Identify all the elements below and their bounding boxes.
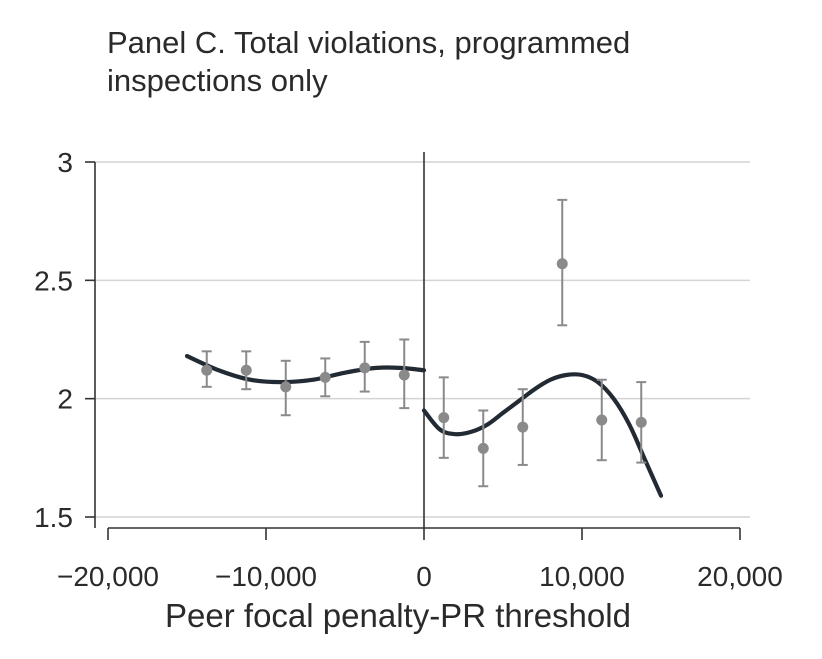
data-point bbox=[477, 442, 489, 454]
gridlines bbox=[95, 161, 750, 518]
data-point-group bbox=[438, 376, 450, 459]
data-point-group bbox=[556, 198, 568, 327]
y-tick-label: 1.5 bbox=[34, 502, 73, 533]
data-point bbox=[359, 362, 371, 374]
data-point-group bbox=[201, 350, 213, 388]
data-point-group bbox=[359, 340, 371, 393]
x-tick-label: −10,000 bbox=[215, 561, 317, 592]
data-point-group bbox=[240, 350, 252, 391]
data-point-group bbox=[280, 359, 292, 417]
data-point-group bbox=[517, 388, 529, 466]
data-point bbox=[280, 381, 292, 393]
fit-curves bbox=[184, 353, 664, 498]
y-tick-label: 3 bbox=[57, 147, 73, 178]
x-tick-label: 10,000 bbox=[539, 561, 625, 592]
fit-curve-left bbox=[184, 353, 427, 385]
data-point bbox=[635, 416, 647, 428]
data-point-group bbox=[319, 357, 331, 398]
y-tick-label: 2 bbox=[57, 384, 73, 415]
y-tick-label: 2.5 bbox=[34, 265, 73, 296]
data-point bbox=[556, 258, 568, 270]
chart-title-line-2: inspections only bbox=[107, 63, 328, 98]
data-point-group bbox=[398, 338, 410, 410]
data-point bbox=[596, 414, 608, 426]
data-point bbox=[517, 421, 529, 433]
data-point bbox=[438, 412, 450, 424]
data-point bbox=[201, 364, 213, 376]
data-point-group bbox=[477, 409, 489, 488]
x-axis-title: Peer focal penalty-PR threshold bbox=[165, 597, 631, 634]
data-point bbox=[240, 364, 252, 376]
axes: 1.5 2 2.5 3 −20,000 −10,000 0 10,000 20,000 bbox=[34, 147, 783, 592]
data-point-group bbox=[596, 378, 608, 462]
data-point bbox=[398, 369, 410, 381]
chart-title: Panel C. Total violations, programmed in… bbox=[107, 24, 630, 100]
data-points bbox=[201, 198, 647, 488]
data-point bbox=[319, 371, 331, 383]
x-tick-label: −20,000 bbox=[57, 561, 159, 592]
x-tick-label: 20,000 bbox=[697, 561, 783, 592]
data-point-group bbox=[635, 381, 647, 464]
x-tick-label: 0 bbox=[416, 561, 432, 592]
fit-curve-right bbox=[421, 372, 664, 498]
chart-title-line-1: Panel C. Total violations, programmed bbox=[107, 25, 631, 60]
